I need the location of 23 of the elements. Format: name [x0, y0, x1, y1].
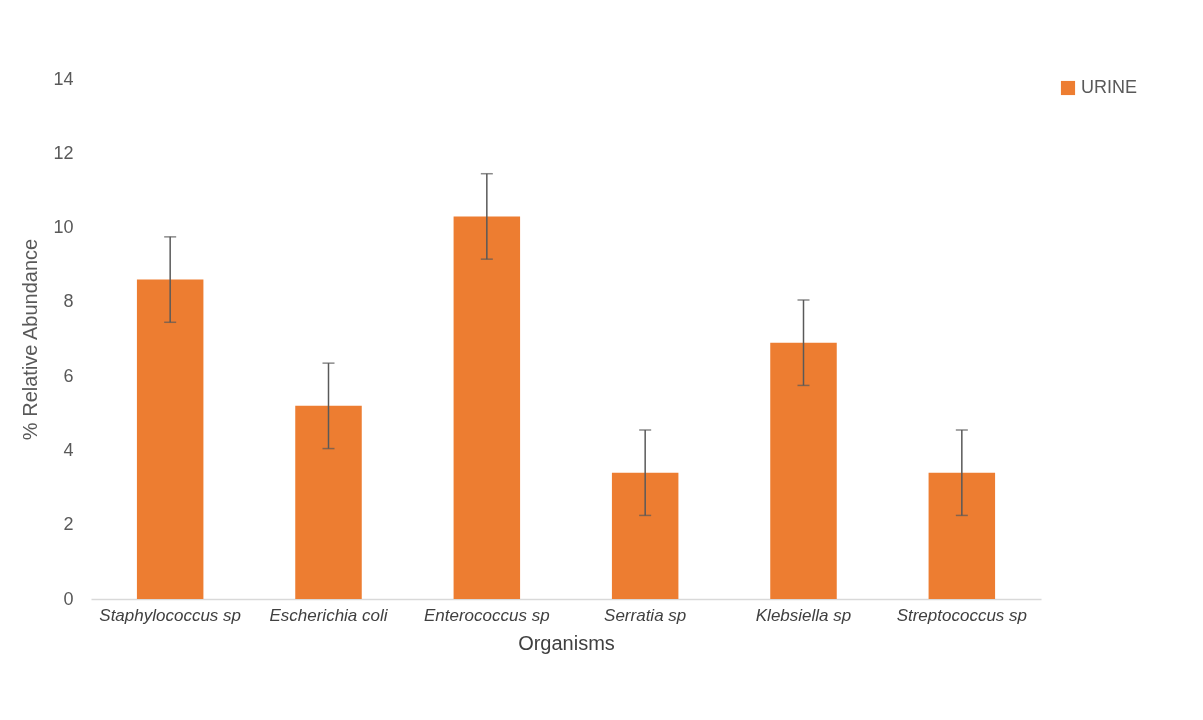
- bar: [295, 405, 362, 599]
- y-axis-title: % Relative Abundance: [19, 238, 42, 441]
- bar: [611, 472, 679, 599]
- bar: [770, 342, 837, 599]
- y-tick-label: 4: [63, 439, 74, 460]
- bar: [136, 279, 204, 599]
- y-tick-label: 10: [53, 217, 74, 238]
- y-tick-label: 0: [63, 588, 74, 609]
- x-axis-title: Organisms: [518, 631, 615, 654]
- x-tick-label: Klebsiella sp: [755, 605, 852, 625]
- y-tick-label: 12: [53, 142, 74, 163]
- x-tick-label: Streptococcus sp: [896, 605, 1028, 625]
- x-tick-label: Serratia sp: [604, 605, 687, 625]
- y-tick-label: 6: [63, 365, 74, 386]
- x-tick-label: Escherichia coli: [269, 605, 389, 625]
- bar: [928, 472, 996, 599]
- bar: [453, 216, 521, 599]
- y-tick-label: 8: [63, 291, 74, 312]
- x-tick-label: Enterococcus sp: [423, 605, 550, 625]
- legend-label: URINE: [1081, 77, 1138, 97]
- x-tick-label: Staphylococcus sp: [99, 605, 242, 625]
- y-tick-label: 2: [63, 514, 74, 535]
- y-tick-label: 14: [53, 68, 74, 89]
